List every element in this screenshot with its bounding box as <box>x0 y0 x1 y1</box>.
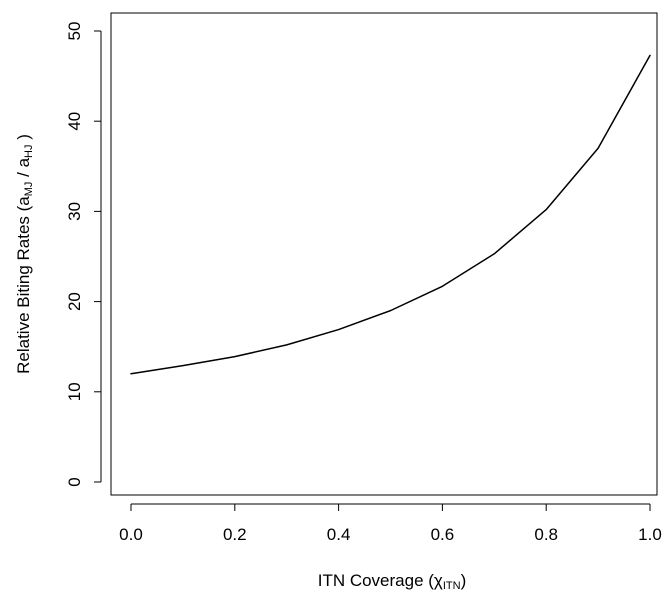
y-axis-title-part-3: ) <box>14 134 33 144</box>
plot-frame <box>110 12 658 496</box>
y-tick-label: 40 <box>65 112 84 131</box>
x-tick-label: 1.0 <box>638 525 662 544</box>
y-tick-label: 30 <box>65 202 84 221</box>
y-tick-label: 0 <box>65 477 84 486</box>
y-axis-title-subscript-1: MJ <box>23 182 35 197</box>
y-axis: 0 10 20 30 40 50 <box>65 22 102 487</box>
y-axis-title-subscript-2: HJ <box>23 145 35 158</box>
x-axis: 0.0 0.2 0.4 0.6 0.8 1.0 <box>119 503 662 544</box>
series-line <box>130 54 651 375</box>
x-tick-label: 0.8 <box>534 525 558 544</box>
x-axis-title-end: ) <box>461 571 467 590</box>
y-tick-label: 20 <box>65 292 84 311</box>
y-axis-title-part-1: Relative Biting Rates (a <box>14 196 33 374</box>
x-axis-title-subscript: ITN <box>443 580 461 592</box>
x-axis-title: ITN Coverage (χITN) <box>318 571 467 592</box>
x-tick-label: 0.6 <box>431 525 455 544</box>
x-tick-label: 0.4 <box>327 525 351 544</box>
y-axis-title: Relative Biting Rates (aMJ / aHJ ) <box>14 134 35 374</box>
y-tick-label: 10 <box>65 382 84 401</box>
series-layer <box>130 54 651 375</box>
x-tick-label: 0.2 <box>223 525 247 544</box>
y-tick-label: 50 <box>65 22 84 41</box>
y-axis-title-part-2: / a <box>14 157 33 181</box>
x-tick-label: 0.0 <box>119 525 143 544</box>
x-axis-title-main: ITN Coverage (χ <box>318 571 443 590</box>
